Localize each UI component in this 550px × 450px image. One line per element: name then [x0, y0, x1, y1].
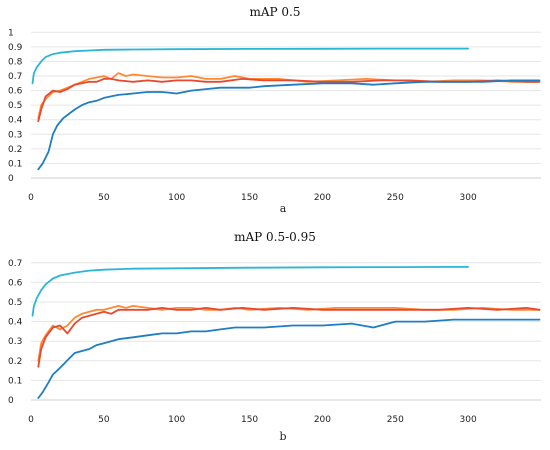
x-tick-labels: 0 50 100 150 200 250 300 [28, 415, 477, 425]
series-line-1 [37, 304, 541, 362]
chart-caption: b [279, 430, 286, 443]
y-tick-label: 0.7 [8, 72, 22, 82]
y-tick-label: 1 [8, 28, 14, 38]
y-tick-label: 0.2 [8, 357, 22, 367]
y-tick-label: 0.4 [8, 116, 23, 126]
y-tick-label: 0 [8, 174, 14, 184]
chart-map-0.5: mAP 0.5 0 0.1 0.2 0.3 0.4 0.5 0.6 0.7 0.8 0.9 1 0 5… [8, 5, 541, 215]
series-lines [31, 265, 541, 399]
gridlines [31, 262, 541, 381]
x-tick-label: 150 [241, 415, 258, 425]
series-line-0 [31, 47, 470, 85]
x-tick-label: 100 [168, 415, 185, 425]
x-tick-label: 0 [28, 193, 34, 203]
y-tick-labels: 0 0.1 0.2 0.3 0.4 0.5 0.6 0.7 [8, 259, 23, 406]
chart-title: mAP 0.5 [249, 5, 300, 19]
chart-title: mAP 0.5-0.95 [234, 230, 316, 244]
y-tick-label: 0.1 [8, 159, 22, 169]
series-lines [31, 47, 541, 171]
x-tick-label: 100 [168, 193, 185, 203]
x-tick-label: 250 [387, 415, 404, 425]
x-tick-label: 150 [241, 193, 258, 203]
y-tick-label: 0.5 [8, 298, 22, 308]
x-tick-label: 50 [98, 193, 110, 203]
y-tick-label: 0.1 [8, 376, 22, 386]
x-tick-label: 50 [98, 415, 110, 425]
y-tick-label: 0.3 [8, 337, 22, 347]
chart-caption: a [280, 202, 287, 215]
x-tick-labels: 0 50 100 150 200 250 300 [28, 193, 477, 203]
x-tick-label: 200 [314, 415, 331, 425]
y-tick-label: 0.5 [8, 101, 22, 111]
chart-map-0.5-0.95: mAP 0.5-0.95 0 0.1 0.2 0.3 0.4 0.5 0.6 0.7 0 50 1… [8, 230, 541, 443]
x-tick-label: 0 [28, 415, 34, 425]
y-tick-label: 0.4 [8, 318, 23, 328]
y-tick-label: 0.6 [8, 87, 23, 97]
y-tick-label: 0.8 [8, 57, 23, 67]
series-line-3 [37, 318, 541, 399]
series-line-0 [31, 265, 470, 317]
y-tick-label: 0 [8, 396, 14, 406]
y-tick-label: 0.6 [8, 278, 23, 288]
y-tick-label: 0.7 [8, 259, 22, 269]
series-line-2 [37, 78, 541, 123]
y-tick-label: 0.3 [8, 130, 22, 140]
x-tick-label: 250 [387, 193, 404, 203]
y-tick-label: 0.2 [8, 145, 22, 155]
y-tick-labels: 0 0.1 0.2 0.3 0.4 0.5 0.6 0.7 0.8 0.9 1 [8, 28, 23, 184]
series-line-2 [37, 306, 541, 368]
x-tick-label: 300 [460, 193, 477, 203]
series-line-3 [37, 79, 541, 171]
x-tick-label: 200 [314, 193, 331, 203]
x-tick-label: 300 [460, 415, 477, 425]
y-tick-label: 0.9 [8, 43, 23, 53]
